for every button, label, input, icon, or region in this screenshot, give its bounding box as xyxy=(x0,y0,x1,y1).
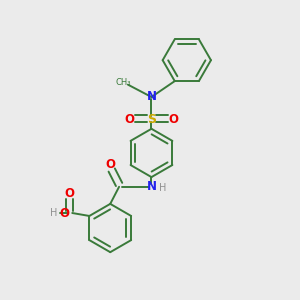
Text: O: O xyxy=(106,158,116,171)
Text: O: O xyxy=(124,112,134,126)
Text: N: N xyxy=(146,180,157,193)
Text: O: O xyxy=(64,187,74,200)
Text: N: N xyxy=(146,90,157,103)
Text: H: H xyxy=(50,208,58,218)
Text: O: O xyxy=(169,112,178,126)
Text: H: H xyxy=(159,183,166,193)
Text: S: S xyxy=(147,112,156,126)
Text: CH₃: CH₃ xyxy=(116,78,131,87)
Text: O: O xyxy=(59,207,69,220)
